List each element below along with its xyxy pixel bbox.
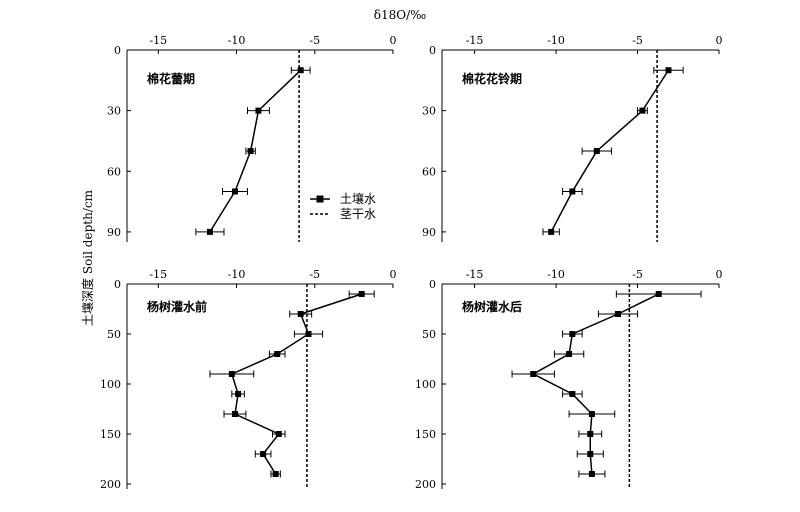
- panel-bottom-left: -15 -10 -5 0 0 50 100 150 200 杨树灌水前: [100, 268, 397, 491]
- data-point: [275, 431, 282, 437]
- x-tick-label: -15: [149, 34, 167, 47]
- data-point: [272, 471, 279, 477]
- data-point: [255, 107, 262, 114]
- soil-water-line: [531, 293, 660, 475]
- data-point: [548, 228, 555, 235]
- legend: 土壤水 茎干水: [310, 191, 376, 221]
- data-point: [569, 331, 576, 337]
- panel-title: 杨树灌水后: [462, 299, 522, 314]
- data-point: [588, 471, 595, 477]
- data-point: [593, 148, 600, 155]
- y-tick-label: 30: [107, 105, 121, 118]
- data-point: [305, 331, 312, 337]
- data-point: [297, 311, 304, 317]
- data-point: [231, 411, 238, 417]
- y-tick-label: 0: [429, 278, 436, 291]
- x-tick-label: -10: [547, 268, 565, 281]
- data-point: [639, 107, 646, 114]
- y-tick-label: 150: [100, 428, 121, 441]
- y-tick-label: 200: [415, 478, 436, 491]
- y-tick-label: 200: [100, 478, 121, 491]
- x-tick-label: -5: [632, 34, 643, 47]
- data-point: [228, 371, 235, 377]
- data-point: [231, 188, 238, 195]
- legend-stem-label: 茎干水: [340, 207, 376, 221]
- x-tick-label: -15: [466, 34, 484, 47]
- x-tick-label: -5: [309, 268, 320, 281]
- data-point: [569, 391, 576, 397]
- data-point: [247, 148, 254, 155]
- data-point: [587, 451, 594, 457]
- x-tick-label: -5: [632, 268, 643, 281]
- y-axis-title: 土壤深度 Soil depth/cm: [80, 189, 95, 326]
- y-tick-label: 60: [422, 165, 436, 178]
- legend-soil-label: 土壤水: [340, 191, 376, 206]
- data-point: [358, 291, 365, 297]
- x-tick-label: -10: [228, 34, 246, 47]
- y-tick-label: 150: [415, 428, 436, 441]
- panel-title: 棉花花铃期: [462, 71, 522, 86]
- y-tick-label: 30: [422, 105, 436, 118]
- panel-title: 杨树灌水前: [147, 299, 207, 314]
- data-point: [566, 351, 573, 357]
- data-point: [274, 351, 281, 357]
- x-tick-label: -10: [547, 34, 565, 47]
- y-tick-label: 50: [107, 328, 121, 341]
- data-point: [569, 188, 576, 195]
- data-point: [297, 67, 304, 74]
- x-tick-label: 0: [716, 268, 723, 281]
- data-point: [588, 411, 595, 417]
- panel-title: 棉花蕾期: [147, 71, 195, 86]
- y-tick-label: 0: [114, 44, 121, 57]
- data-point: [587, 431, 594, 437]
- data-point: [655, 291, 662, 297]
- x-tick-label: -10: [228, 268, 246, 281]
- y-tick-label: 60: [107, 165, 121, 178]
- panel-bottom-right: -15 -10 -5 0 0 50 100 150 200 杨树灌水后: [415, 268, 723, 491]
- y-tick-label: 0: [429, 44, 436, 57]
- panel-top-left: -15 -10 -5 0 0 30 60 90 棉花蕾期: [107, 34, 397, 242]
- y-tick-label: 100: [100, 378, 121, 391]
- x-tick-label: 0: [716, 34, 723, 47]
- data-point: [235, 391, 242, 397]
- legend-soil-marker: [316, 195, 324, 203]
- panels: -15 -10 -5 0 0 30 60 90 棉花蕾期 -15 -10 -5 0 0 30 60 90 棉花花铃…: [100, 34, 723, 491]
- x-tick-label: -15: [466, 268, 484, 281]
- soil-water-line: [230, 293, 362, 475]
- x-tick-label: 0: [390, 268, 397, 281]
- y-tick-label: 0: [114, 278, 121, 291]
- data-point: [206, 228, 213, 235]
- data-point: [614, 311, 621, 317]
- y-tick-label: 50: [422, 328, 436, 341]
- top-axis-title: δ18O/‰: [374, 8, 426, 22]
- y-tick-label: 90: [422, 226, 436, 239]
- data-point: [665, 67, 672, 74]
- panel-top-right: -15 -10 -5 0 0 30 60 90 棉花花铃期: [422, 34, 723, 242]
- x-tick-label: 0: [390, 34, 397, 47]
- data-point: [530, 371, 537, 377]
- y-tick-label: 90: [107, 226, 121, 239]
- x-tick-label: -15: [149, 268, 167, 281]
- y-tick-label: 100: [415, 378, 436, 391]
- x-tick-label: -5: [309, 34, 320, 47]
- data-point: [260, 451, 267, 457]
